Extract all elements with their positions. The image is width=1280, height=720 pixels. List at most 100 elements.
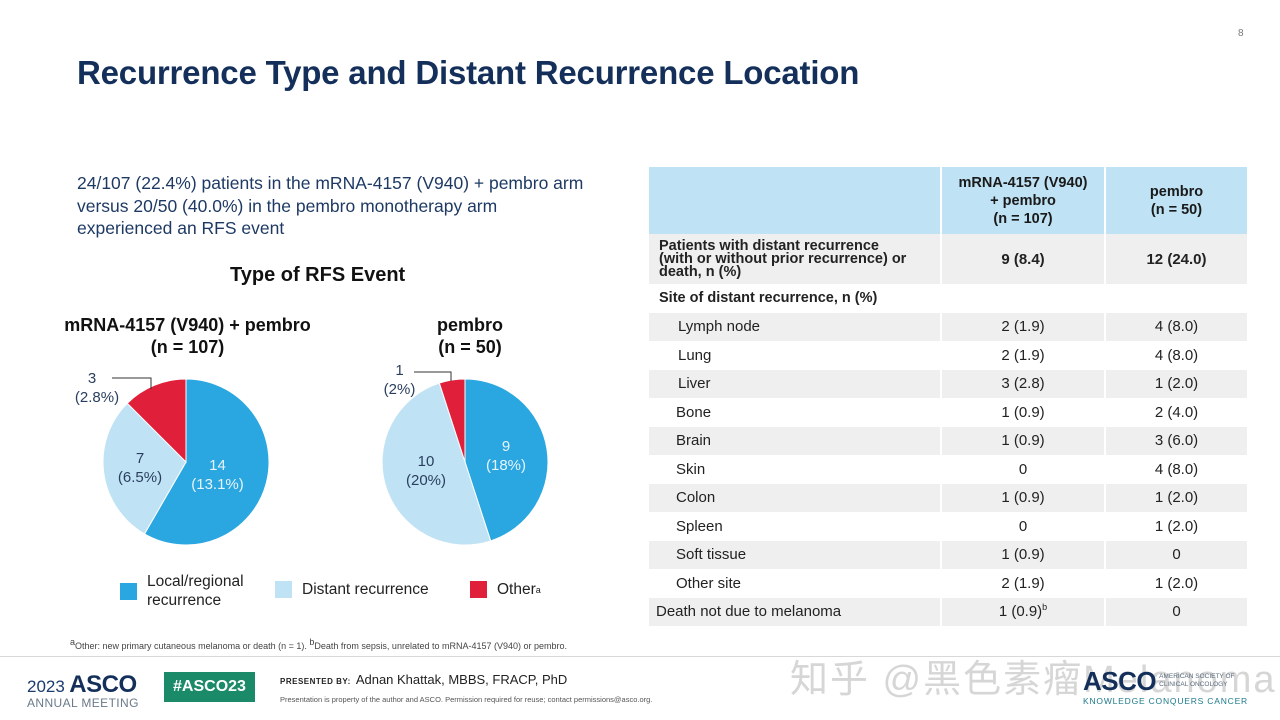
slice-percent: (6.5%) xyxy=(117,469,163,486)
row-label: Brain xyxy=(649,426,941,455)
pie-title-pembro-name: pembro xyxy=(436,315,503,335)
cell-pembro: 2 (4.0) xyxy=(1104,398,1247,427)
cell-pembro: 3 (6.0) xyxy=(1104,426,1247,455)
cell-pembro: 1 (2.0) xyxy=(1104,369,1247,398)
slide-number: 8 xyxy=(1238,28,1244,39)
slice-percent: (2.8%) xyxy=(74,389,120,406)
table-row: Lymph node 2 (1.9) 4 (8.0) xyxy=(649,312,1247,341)
header-line: (n = 50) xyxy=(1150,201,1203,218)
legend-label-local-regional: Local/regional recurrence xyxy=(147,573,244,609)
row-label-line: (with or without prior recurrence) or xyxy=(659,250,907,267)
legend-swatch-distant xyxy=(275,581,292,598)
cell-pembro: 1 (2.0) xyxy=(1104,569,1247,598)
table-row: Soft tissue 1 (0.9) 0 xyxy=(649,540,1247,569)
slice-value: 14 xyxy=(209,457,226,474)
slice-label-combo-other: 3 (2.8%) xyxy=(62,369,132,407)
table-section-site: Site of distant recurrence, n (%) xyxy=(649,284,1247,313)
slice-value: 9 xyxy=(501,438,511,455)
slice-percent: (18%) xyxy=(485,457,526,474)
page-title: Recurrence Type and Distant Recurrence L… xyxy=(77,54,860,91)
row-label: Patients with distant recurrence (with o… xyxy=(649,234,941,284)
footer-divider xyxy=(0,656,1280,657)
row-label: Liver xyxy=(649,369,941,398)
slice-value: 10 xyxy=(417,453,435,470)
presenter-name: Adnan Khattak, MBBS, FRACP, PhD xyxy=(355,672,568,687)
table-row: Skin 0 4 (8.0) xyxy=(649,455,1247,484)
property-notice: Presentation is property of the author a… xyxy=(280,695,653,704)
table-header-combo: mRNA-4157 (V940) + pembro (n = 107) xyxy=(940,167,1105,234)
table-row-death-not-melanoma: Death not due to melanoma 1 (0.9)b 0 xyxy=(649,597,1247,626)
chart-title: Type of RFS Event xyxy=(230,264,406,286)
table-row: Liver 3 (2.8) 1 (2.0) xyxy=(649,369,1247,398)
cell-combo: 1 (0.9) xyxy=(940,483,1105,512)
meeting-brand: ASCO xyxy=(69,671,137,698)
row-label: Death not due to melanoma xyxy=(649,597,941,626)
meeting-year: 2023 xyxy=(27,677,65,696)
slice-percent: (20%) xyxy=(405,472,446,489)
footnote-b-text: Death from sepsis, unrelated to mRNA-415… xyxy=(314,641,568,651)
legend-label-other: Other xyxy=(497,581,536,598)
row-label: Colon xyxy=(649,483,941,512)
pie-title-combo-n: (n = 107) xyxy=(150,337,225,357)
footnote: aOther: new primary cutaneous melanoma o… xyxy=(70,638,568,652)
row-label-line: death, n (%) xyxy=(659,263,742,280)
cell-pembro: 12 (24.0) xyxy=(1104,234,1247,284)
cell-pembro: 0 xyxy=(1104,597,1247,626)
cell-pembro: 1 (2.0) xyxy=(1104,512,1247,541)
cell-pembro: 0 xyxy=(1104,540,1247,569)
meeting-sub: ANNUAL MEETING xyxy=(27,696,139,710)
slice-value: 3 xyxy=(87,370,97,387)
legend-other: Other a xyxy=(470,580,541,599)
pie-title-combo: mRNA-4157 (V940) + pembro (n = 107) xyxy=(50,314,325,358)
cell-combo: 2 (1.9) xyxy=(940,569,1105,598)
cell-empty xyxy=(940,284,1105,313)
table-header-pembro: pembro (n = 50) xyxy=(1104,167,1247,234)
header-line: mRNA-4157 (V940) xyxy=(958,174,1088,191)
slice-label-combo-local: 14 (13.1%) xyxy=(180,456,255,494)
pie-title-pembro-n: (n = 50) xyxy=(438,337,502,357)
cell-combo-value: 1 (0.9) xyxy=(998,603,1043,621)
cell-combo: 2 (1.9) xyxy=(940,341,1105,370)
footnote-a-text: Other: new primary cutaneous melanoma or… xyxy=(75,641,310,651)
org-name-line1: AMERICAN SOCIETY OF xyxy=(1159,673,1235,680)
table-header-blank xyxy=(649,167,941,234)
pie-title-pembro: pembro (n = 50) xyxy=(400,314,540,358)
table-row-distant-recurrence-or-death: Patients with distant recurrence (with o… xyxy=(649,234,1247,284)
section-label: Site of distant recurrence, n (%) xyxy=(649,284,941,313)
cell-combo: 9 (8.4) xyxy=(940,234,1105,284)
org-logo-text: ASCO xyxy=(1083,666,1157,696)
row-label: Lung xyxy=(649,341,941,370)
pie-title-combo-name: mRNA-4157 (V940) + pembro xyxy=(64,315,311,335)
footnote-b-marker: b xyxy=(309,637,315,647)
table-row: Spleen 0 1 (2.0) xyxy=(649,512,1247,541)
hashtag-badge: #ASCO23 xyxy=(164,672,255,702)
cell-combo: 1 (0.9)b xyxy=(940,597,1105,626)
table-row: Brain 1 (0.9) 3 (6.0) xyxy=(649,426,1247,455)
presented-by: PRESENTED BY: Adnan Khattak, MBBS, FRACP,… xyxy=(280,672,567,687)
legend-label-distant: Distant recurrence xyxy=(302,581,429,598)
cell-pembro: 1 (2.0) xyxy=(1104,483,1247,512)
footnote-marker-b: b xyxy=(1042,602,1048,613)
legend-distant: Distant recurrence xyxy=(275,580,429,599)
cell-combo: 1 (0.9) xyxy=(940,426,1105,455)
cell-pembro: 4 (8.0) xyxy=(1104,341,1247,370)
cell-pembro: 4 (8.0) xyxy=(1104,455,1247,484)
distant-recurrence-table: mRNA-4157 (V940) + pembro (n = 107) pemb… xyxy=(649,167,1247,626)
slice-label-pembro-other: 1 (2%) xyxy=(372,361,427,399)
cell-combo: 0 xyxy=(940,512,1105,541)
slice-percent: (13.1%) xyxy=(191,476,244,493)
row-label: Soft tissue xyxy=(649,540,941,569)
slice-value: 7 xyxy=(135,450,145,467)
row-label: Other site xyxy=(649,569,941,598)
header-line: (n = 107) xyxy=(993,210,1053,227)
cell-combo: 3 (2.8) xyxy=(940,369,1105,398)
asco-org-logo: ASCO AMERICAN SOCIETY OF CLINICAL ONCOLOGY… xyxy=(1083,666,1248,706)
watermark: 知乎 @黑色素瘤Melanoma xyxy=(790,659,1277,701)
slice-value: 1 xyxy=(395,362,404,379)
cell-empty xyxy=(1104,284,1247,313)
table-row: Bone 1 (0.9) 2 (4.0) xyxy=(649,398,1247,427)
legend-swatch-local-regional xyxy=(120,582,137,600)
org-tagline: KNOWLEDGE CONQUERS CANCER xyxy=(1083,696,1248,706)
slice-label-combo-distant: 7 (6.5%) xyxy=(105,449,175,487)
slice-percent: (2%) xyxy=(383,381,416,398)
